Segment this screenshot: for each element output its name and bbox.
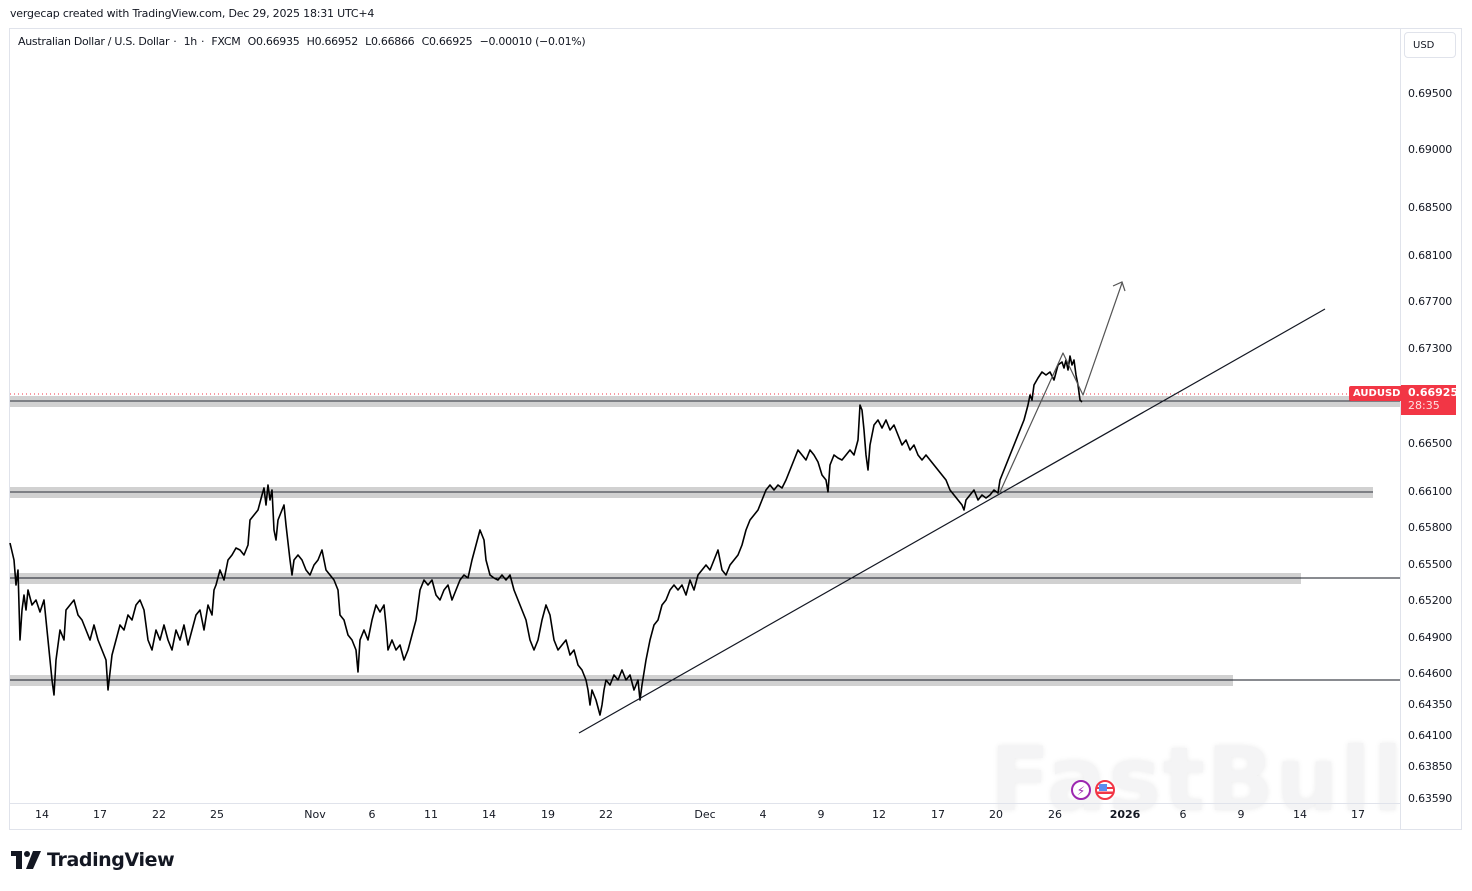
- tradingview-wordmark: TradingView: [47, 849, 175, 871]
- exchange-label: FXCM: [211, 35, 241, 48]
- time-label: 4: [759, 808, 767, 821]
- price-tick: 0.64350: [1408, 698, 1453, 711]
- price-tick: 0.66500: [1408, 437, 1453, 450]
- ohlc-open: O0.66935: [247, 35, 300, 48]
- time-label: Nov: [304, 808, 326, 821]
- time-label: 25: [210, 808, 224, 821]
- symbol-name[interactable]: Australian Dollar / U.S. Dollar: [18, 35, 170, 48]
- time-label: 19: [541, 808, 555, 821]
- price-tick: 0.63590: [1408, 792, 1453, 805]
- support-resistance-zones[interactable]: [10, 396, 1400, 686]
- projection-arrow[interactable]: [999, 281, 1126, 493]
- price-change: −0.00010 (−0.01%): [479, 35, 586, 48]
- tradingview-logo-icon: [11, 851, 41, 869]
- time-label: 17: [1351, 808, 1365, 821]
- price-axis[interactable]: [1400, 28, 1462, 830]
- interval-label[interactable]: 1h: [183, 35, 198, 48]
- time-label: Dec: [694, 808, 716, 821]
- price-tick: 0.65200: [1408, 594, 1453, 607]
- chart-legend[interactable]: Australian Dollar / U.S. Dollar · 1h · FXC…: [18, 35, 589, 48]
- time-label: 17: [93, 808, 107, 821]
- lightning-event-icon[interactable]: ⚡: [1071, 780, 1091, 800]
- time-label: 22: [599, 808, 613, 821]
- time-label: 14: [482, 808, 496, 821]
- time-label: 6: [1179, 808, 1187, 821]
- time-label: 6: [368, 808, 376, 821]
- time-label: 9: [817, 808, 825, 821]
- time-axis[interactable]: [10, 803, 1400, 830]
- price-tick: 0.65800: [1408, 521, 1453, 534]
- price-series-line: [9, 355, 1083, 716]
- ascending-trendline: [578, 308, 1326, 734]
- price-tick: 0.65500: [1408, 558, 1453, 571]
- time-label: 14: [1293, 808, 1307, 821]
- price-tick: 0.69500: [1408, 87, 1453, 100]
- price-tick: 0.66100: [1408, 485, 1453, 498]
- chart-credit: vergecap created with TradingView.com, D…: [10, 7, 375, 20]
- last-price-value: 0.66925: [1408, 386, 1459, 399]
- price-tick: 0.67700: [1408, 295, 1453, 308]
- price-tick: 0.64900: [1408, 631, 1453, 644]
- time-label: 12: [872, 808, 886, 821]
- price-tick: 0.64100: [1408, 729, 1453, 742]
- symbol-price-tag: AUDUSD: [1349, 386, 1405, 401]
- price-tick: 0.67300: [1408, 342, 1453, 355]
- ohlc-low: L0.66866: [365, 35, 415, 48]
- chart-frame: [9, 28, 1462, 830]
- fastbull-watermark: FastBull: [990, 728, 1405, 831]
- time-label: 11: [424, 808, 438, 821]
- tradingview-brand[interactable]: TradingView: [11, 849, 175, 871]
- legend-separator: ·: [173, 35, 177, 48]
- time-label: 22: [152, 808, 166, 821]
- price-tick: 0.64600: [1408, 667, 1453, 680]
- us-flag-event-icon[interactable]: [1095, 780, 1115, 800]
- time-label: 20: [989, 808, 1003, 821]
- legend-separator: ·: [200, 35, 205, 48]
- time-label-year: 2026: [1109, 808, 1141, 821]
- ohlc-high: H0.66952: [306, 35, 359, 48]
- time-label: 9: [1237, 808, 1245, 821]
- ohlc-close: C0.66925: [421, 35, 473, 48]
- price-tick: 0.63850: [1408, 760, 1453, 773]
- time-label: 14: [35, 808, 49, 821]
- time-label: 17: [931, 808, 945, 821]
- time-label: 26: [1048, 808, 1062, 821]
- price-tick: 0.68500: [1408, 201, 1453, 214]
- currency-button[interactable]: USD: [1404, 32, 1456, 58]
- bar-countdown: 28:35: [1408, 399, 1440, 412]
- price-tick: 0.69000: [1408, 143, 1453, 156]
- price-tick: 0.68100: [1408, 249, 1453, 262]
- last-price-label: 0.66925 28:35: [1401, 385, 1459, 415]
